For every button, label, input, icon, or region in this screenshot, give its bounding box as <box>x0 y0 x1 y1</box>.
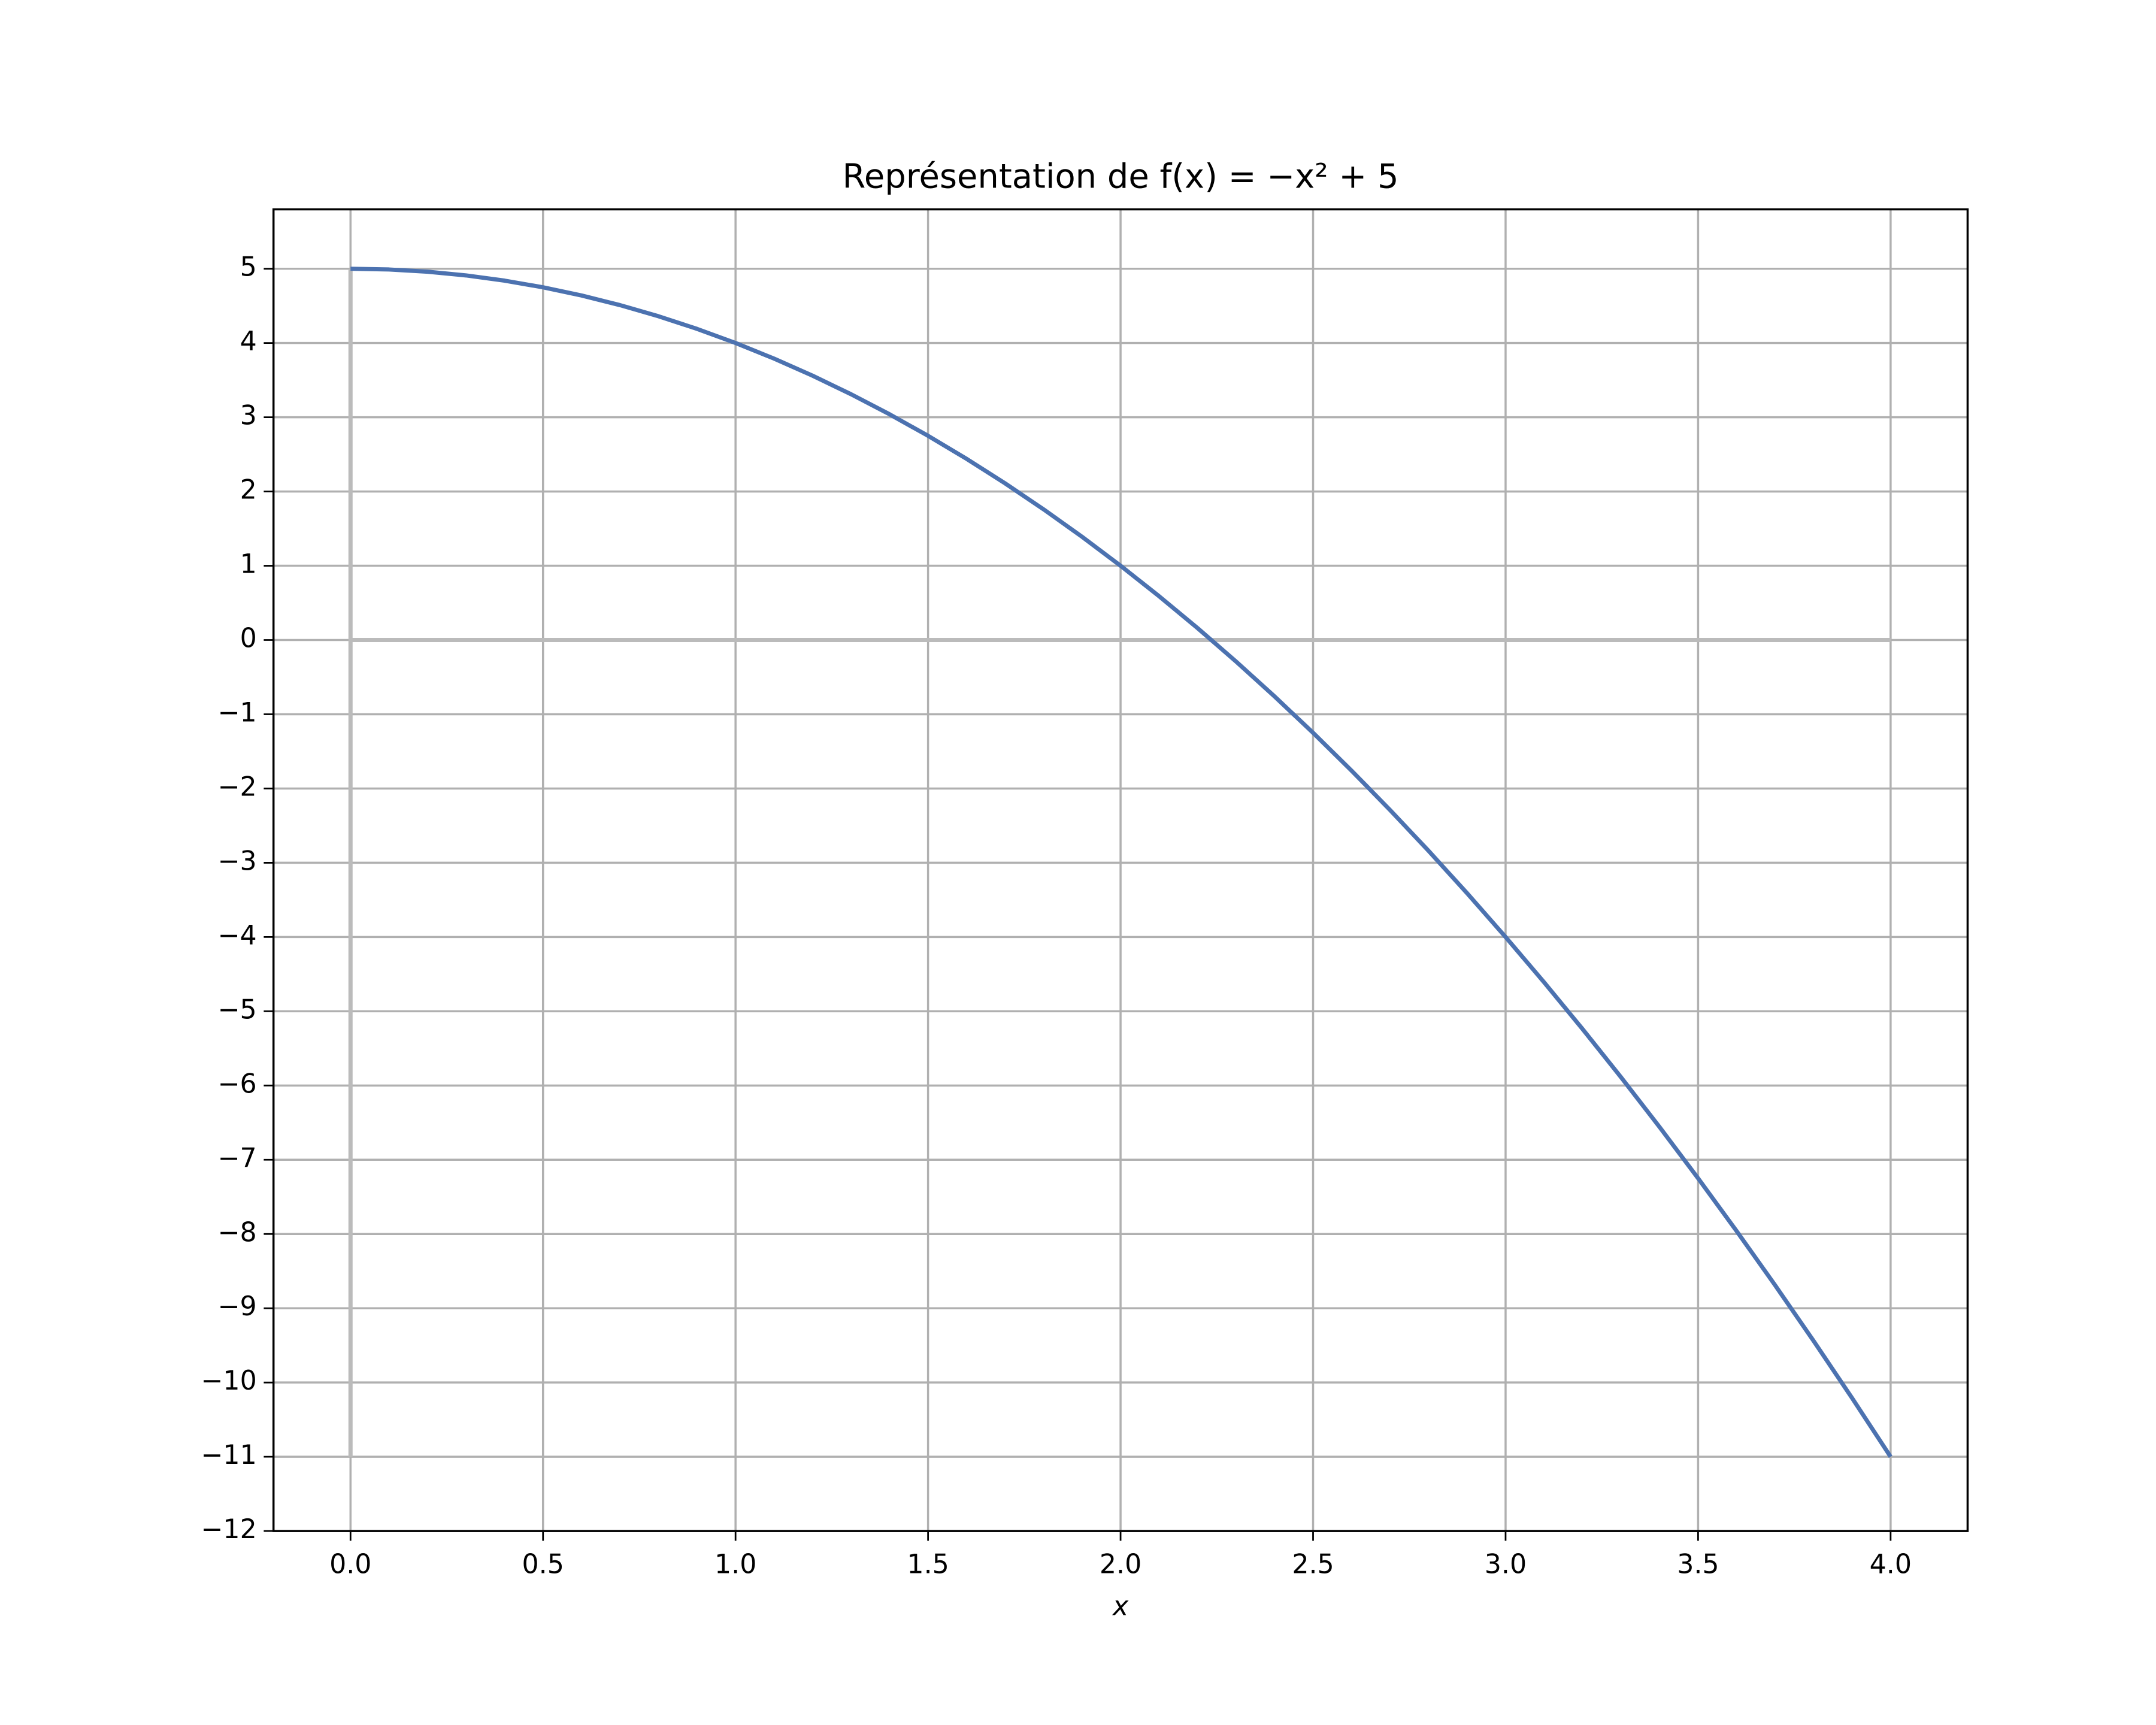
y-tick-label: 4 <box>240 326 257 357</box>
y-tick-label: −10 <box>201 1366 256 1396</box>
y-tick-label: 0 <box>240 624 257 654</box>
chart-title: Représentation de f(x) = −x² + 5 <box>843 157 1399 196</box>
x-tick-label: 0.0 <box>329 1549 371 1579</box>
y-tick-label: −8 <box>217 1217 256 1248</box>
x-tick-label: 4.0 <box>1870 1549 1912 1579</box>
y-tick-label: −5 <box>217 994 256 1025</box>
y-tick-label: −12 <box>201 1514 256 1545</box>
x-tick-label: 0.5 <box>522 1549 564 1579</box>
line-series <box>350 267 1892 1458</box>
x-tick-label: 1.5 <box>907 1549 949 1579</box>
y-tick-label: −6 <box>217 1069 256 1099</box>
y-tick-label: −9 <box>217 1291 256 1322</box>
plot-frame <box>272 208 1969 1532</box>
y-tick-label: −3 <box>217 846 256 876</box>
x-tick-label: 1.0 <box>714 1549 756 1579</box>
y-tick-label: −2 <box>217 771 256 802</box>
x-tick-label: 2.5 <box>1292 1549 1334 1579</box>
x-tick-label: 3.0 <box>1485 1549 1527 1579</box>
y-tick-label: −11 <box>201 1440 256 1470</box>
y-tick-label: 2 <box>240 475 257 506</box>
y-tick-label: 5 <box>240 252 257 283</box>
y-tick-label: −1 <box>217 697 256 728</box>
y-tick-label: −4 <box>217 920 256 951</box>
x-axis-label: x <box>1112 1591 1129 1621</box>
y-tick-label: −7 <box>217 1143 256 1173</box>
x-tick-label: 2.0 <box>1100 1549 1141 1579</box>
y-tick-label: 3 <box>240 401 257 431</box>
y-tick-label: 1 <box>240 549 257 580</box>
x-tick-label: 3.5 <box>1677 1549 1719 1579</box>
